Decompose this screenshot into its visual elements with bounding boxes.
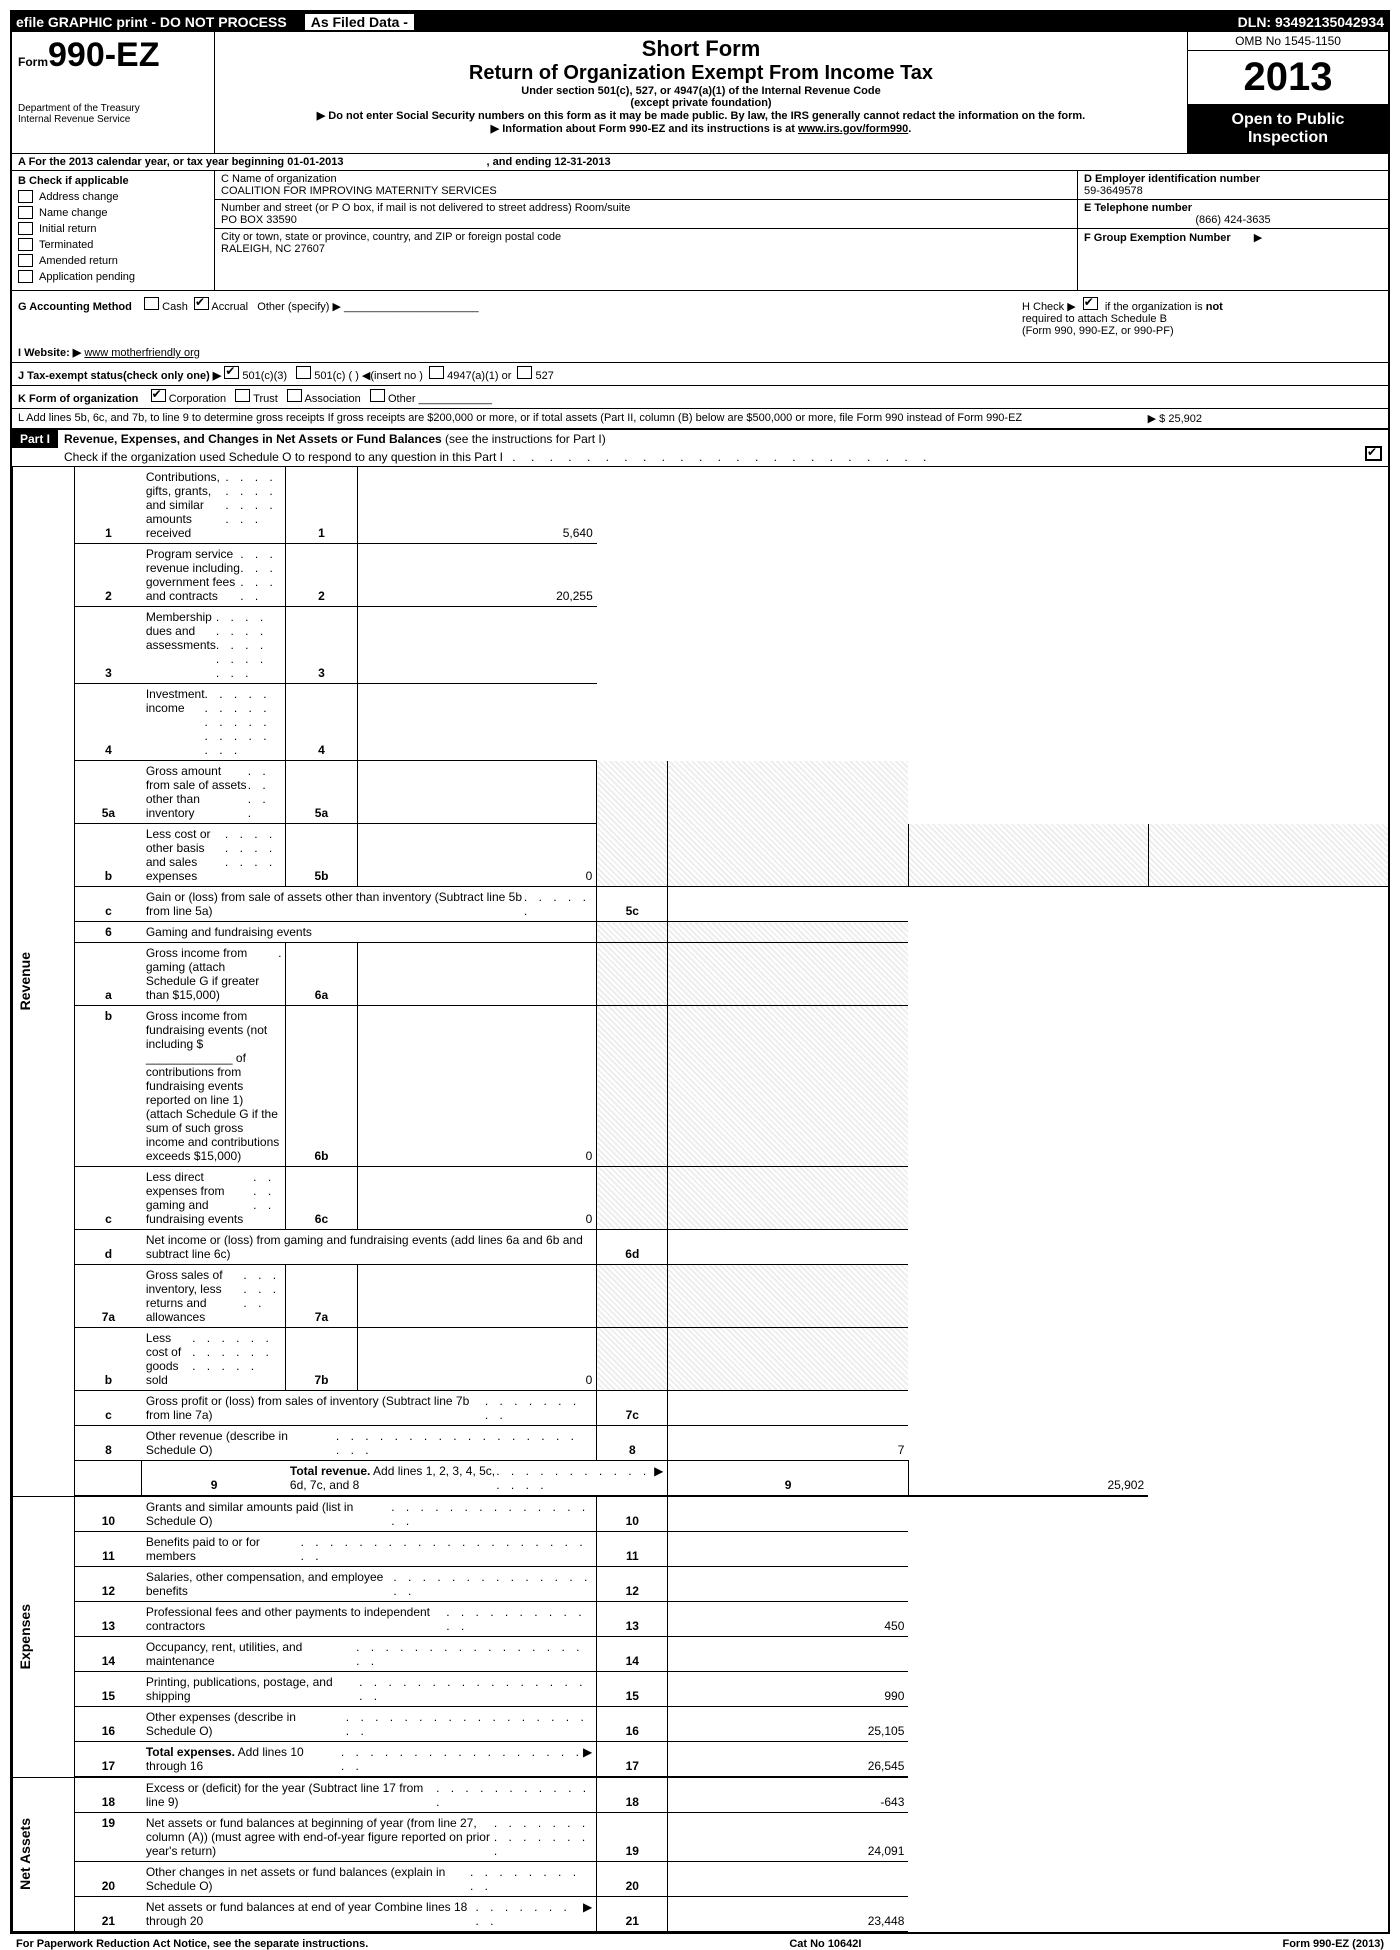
form-header: Form990-EZ Department of the Treasury In… <box>12 32 1388 154</box>
chk-trust[interactable] <box>235 389 250 402</box>
department-label: Department of the Treasury Internal Reve… <box>18 103 208 125</box>
part-i-table: Revenue 1 Contributions, gifts, grants, … <box>12 467 1388 1932</box>
chk-527[interactable] <box>517 366 532 379</box>
return-title: Return of Organization Exempt From Incom… <box>221 62 1181 85</box>
street-value: PO BOX 33590 <box>221 214 1071 226</box>
expenses-side-label: Expenses <box>13 1496 75 1777</box>
street-label: Number and street (or P O box, if mail i… <box>221 202 1071 214</box>
ein-value: 59-3649578 <box>1084 185 1382 197</box>
irs-link[interactable]: www.irs.gov/form990 <box>798 123 908 135</box>
chk-schedule-o-part-i[interactable] <box>1365 446 1382 461</box>
chk-501c3[interactable] <box>224 366 239 379</box>
column-def: D Employer identification number 59-3649… <box>1078 171 1388 290</box>
ssn-warning: ▶ Do not enter Social Security numbers o… <box>221 109 1181 122</box>
chk-501c[interactable] <box>296 366 311 379</box>
netassets-side-label: Net Assets <box>13 1777 75 1932</box>
except-note: (except private foundation) <box>221 97 1181 109</box>
chk-terminated[interactable]: Terminated <box>18 238 208 251</box>
website-link[interactable]: www motherfriendly org <box>84 347 200 359</box>
top-bar: efile GRAPHIC print - DO NOT PROCESS As … <box>12 12 1388 32</box>
as-filed-label: As Filed Data - <box>305 14 414 30</box>
line-l-gross-receipts: L Add lines 5b, 6c, and 7b, to line 9 to… <box>12 409 1388 428</box>
form-number: Form990-EZ <box>18 36 208 75</box>
revenue-side-label: Revenue <box>13 467 75 1496</box>
open-to-public: Open to Public Inspection <box>1188 105 1388 153</box>
line-g-accounting: G Accounting Method Cash Accrual Other (… <box>18 297 479 337</box>
form-edition: Form 990-EZ (2013) <box>1282 1938 1384 1950</box>
ein-label: D Employer identification number <box>1084 173 1382 185</box>
chk-address-change[interactable]: Address change <box>18 190 208 203</box>
city-value: RALEIGH, NC 27607 <box>221 243 1071 255</box>
catalog-number: Cat No 10642I <box>789 1938 861 1950</box>
chk-corporation[interactable] <box>151 389 166 402</box>
chk-schedule-b[interactable] <box>1083 297 1098 310</box>
dln-number: DLN: 93492135042934 <box>1238 14 1384 30</box>
line-h-schedule-b: H Check ▶ if the organization is not req… <box>1022 297 1382 337</box>
section-gh: G Accounting Method Cash Accrual Other (… <box>12 291 1388 343</box>
org-name-label: C Name of organization <box>221 173 1071 185</box>
group-exemption-arrow: ▶ <box>1254 232 1262 244</box>
chk-accrual[interactable] <box>194 297 209 310</box>
form-container: efile GRAPHIC print - DO NOT PROCESS As … <box>10 10 1390 1934</box>
part-i-header: Part I Revenue, Expenses, and Changes in… <box>12 428 1388 467</box>
section-bcdef: B Check if applicable Address change Nam… <box>12 171 1388 291</box>
city-label: City or town, state or province, country… <box>221 231 1071 243</box>
paperwork-notice: For Paperwork Reduction Act Notice, see … <box>16 1938 368 1950</box>
chk-cash[interactable] <box>144 297 159 310</box>
line-a-tax-year: A For the 2013 calendar year, or tax yea… <box>12 154 1388 171</box>
tax-year: 2013 <box>1188 51 1388 105</box>
line-j-tax-exempt: J Tax-exempt status(check only one) ▶ 50… <box>12 363 1388 386</box>
code-section: Under section 501(c), 527, or 4947(a)(1)… <box>221 85 1181 97</box>
line-k-form-org: K Form of organization Corporation Trust… <box>12 386 1388 409</box>
column-b-checkboxes: B Check if applicable Address change Nam… <box>12 171 215 290</box>
part-i-tag: Part I <box>12 430 58 448</box>
efile-notice: efile GRAPHIC print - DO NOT PROCESS <box>16 14 287 30</box>
chk-application-pending[interactable]: Application pending <box>18 270 208 283</box>
chk-other-org[interactable] <box>370 389 385 402</box>
b-title: B Check if applicable <box>18 175 208 187</box>
chk-initial-return[interactable]: Initial return <box>18 222 208 235</box>
group-exemption-label: F Group Exemption Number <box>1084 232 1231 244</box>
chk-association[interactable] <box>287 389 302 402</box>
page-footer: For Paperwork Reduction Act Notice, see … <box>10 1934 1390 1950</box>
tel-label: E Telephone number <box>1084 202 1382 214</box>
org-name: COALITION FOR IMPROVING MATERNITY SERVIC… <box>221 185 1071 197</box>
info-link-line: ▶ Information about Form 990-EZ and its … <box>221 122 1181 135</box>
tel-value: (866) 424-3635 <box>1084 214 1382 226</box>
chk-4947[interactable] <box>429 366 444 379</box>
chk-amended-return[interactable]: Amended return <box>18 254 208 267</box>
line-i-website: I Website: ▶ www motherfriendly org <box>12 343 1388 363</box>
chk-name-change[interactable]: Name change <box>18 206 208 219</box>
omb-number: OMB No 1545-1150 <box>1188 32 1388 51</box>
short-form-title: Short Form <box>221 36 1181 62</box>
column-c-org-info: C Name of organization COALITION FOR IMP… <box>215 171 1078 290</box>
